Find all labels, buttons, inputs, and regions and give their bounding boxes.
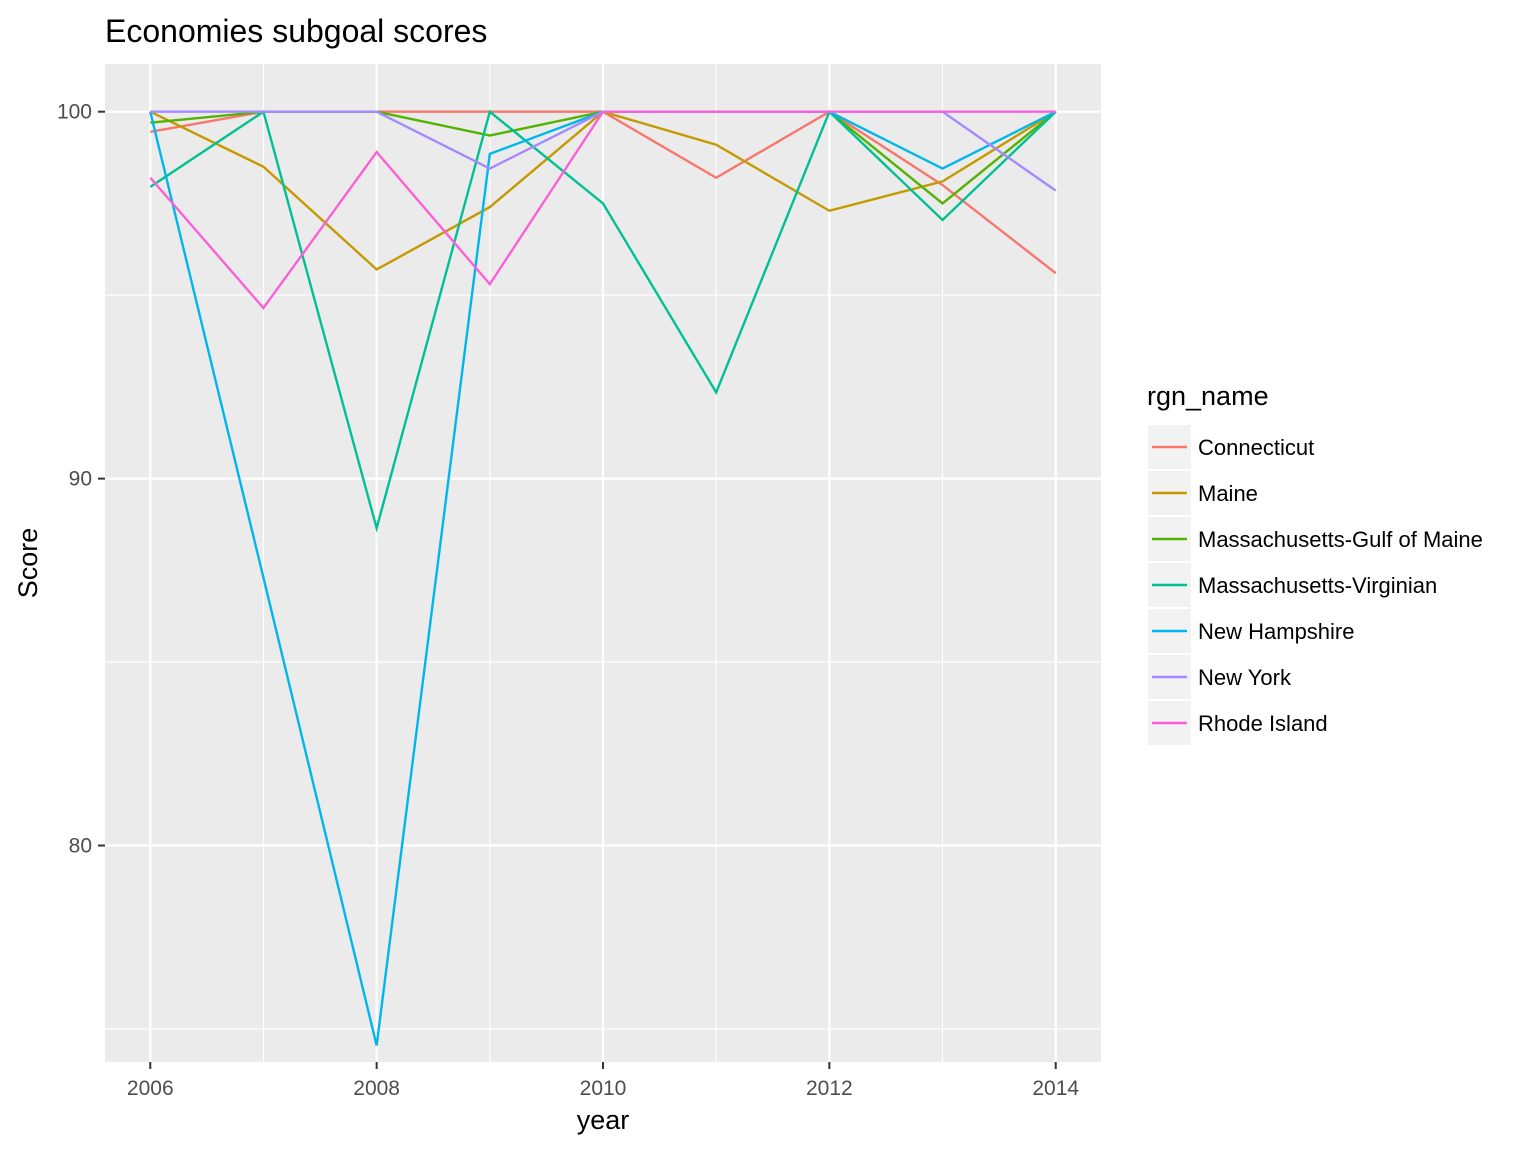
x-tick-label: 2012 — [806, 1077, 853, 1100]
x-tick-label: 2006 — [127, 1077, 174, 1100]
series-lines — [149, 109, 1057, 1046]
y-tick-label: 90 — [69, 468, 92, 491]
x-tick-label: 2010 — [580, 1077, 627, 1100]
legend-label-new-york: New York — [1198, 665, 1292, 690]
y-tick-label: 100 — [57, 101, 92, 124]
legend-label-maine: Maine — [1198, 481, 1258, 506]
legend-title: rgn_name — [1147, 381, 1269, 411]
x-tick-label: 2008 — [353, 1077, 400, 1100]
legend-label-new-hampshire: New Hampshire — [1198, 619, 1355, 644]
series-line-rhode-island — [149, 110, 1056, 310]
y-tick-label: 80 — [69, 835, 92, 858]
chart-title: Economies subgoal scores — [105, 13, 487, 49]
y-tick-labels: 80 90 100 — [57, 101, 92, 858]
legend-label-massachusetts-gulf-of-maine: Massachusetts-Gulf of Maine — [1198, 527, 1483, 552]
y-axis-title: Score — [13, 528, 43, 599]
x-tick-label: 2014 — [1032, 1077, 1079, 1100]
legend-label-connecticut: Connecticut — [1198, 435, 1314, 460]
legend-label-massachusetts-virginian: Massachusetts-Virginian — [1198, 573, 1437, 598]
legend: rgn_name Connecticut Maine Massachusetts-G… — [1147, 381, 1483, 745]
x-tick-labels: 2006 2008 2010 2012 2014 — [127, 1077, 1079, 1100]
axis-ticks — [98, 110, 1057, 1069]
x-axis-title: year — [577, 1105, 630, 1135]
legend-label-rhode-island: Rhode Island — [1198, 711, 1328, 736]
series-line-massachusetts-virginian — [149, 109, 1057, 533]
